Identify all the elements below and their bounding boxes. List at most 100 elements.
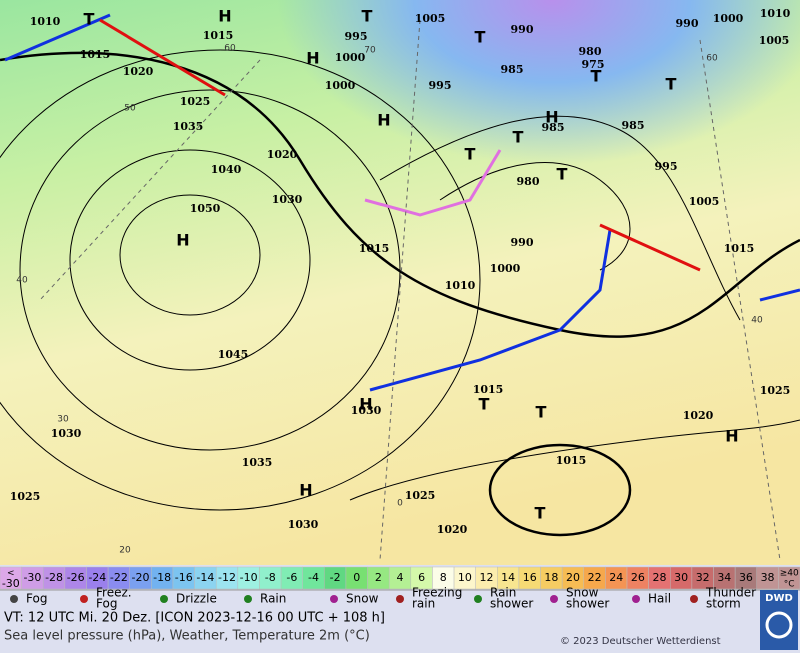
isobar-label: 995: [429, 79, 452, 92]
isobar-label: 1020: [267, 148, 298, 161]
weather-icon: [80, 595, 88, 603]
isobar-label: 995: [655, 160, 678, 173]
scale-label: 26: [631, 571, 645, 584]
scale-label: 14: [501, 571, 515, 584]
isobar-label: 990: [676, 17, 699, 30]
weather-label: Freezing: [412, 586, 462, 600]
scale-label: -22: [110, 571, 128, 584]
isobar-label: 990: [511, 236, 534, 249]
logo: DWD: [765, 593, 793, 604]
grid-label: 60: [706, 54, 718, 64]
scale-label: 16: [523, 571, 537, 584]
scale-label: -18: [153, 571, 171, 584]
weather-icon: [690, 595, 698, 603]
isobar-label: 1000: [325, 79, 356, 92]
scale-label: 2: [375, 571, 382, 584]
weather-label: Thunder: [705, 586, 756, 600]
description: Sea level pressure (hPa), Weather, Tempe…: [4, 629, 370, 644]
isobar-label: 995: [345, 30, 368, 43]
isobar-label: 1015: [556, 454, 587, 467]
pressure-center: H: [306, 49, 319, 68]
weather-label: Fog: [96, 597, 117, 611]
weather-label: Rain: [260, 592, 286, 606]
scale-label: -4: [308, 571, 319, 584]
grid-label: 70: [364, 46, 376, 56]
grid-label: 40: [751, 316, 763, 326]
isobar-label: 1030: [272, 193, 303, 206]
scale-label: 38: [761, 571, 775, 584]
weather-icon: [474, 595, 482, 603]
grid-label: 0: [397, 499, 403, 509]
weather-label: Snow: [566, 586, 599, 600]
isobar-label: 1020: [123, 65, 154, 78]
scale-label: -28: [45, 571, 63, 584]
weather-label: Hail: [648, 592, 671, 606]
scale-label: 6: [418, 571, 425, 584]
pressure-center: T: [666, 75, 677, 94]
grid-label: 20: [119, 546, 131, 556]
pressure-center: H: [377, 111, 390, 130]
isobar-label: 1030: [288, 518, 319, 531]
weather-label: rain: [412, 597, 435, 611]
isobar-label: 1025: [180, 95, 211, 108]
pressure-center: T: [84, 10, 95, 29]
pressure-center: H: [218, 7, 231, 26]
pressure-center: T: [557, 165, 568, 184]
isobar-label: 1005: [689, 195, 720, 208]
scale-label: 22: [588, 571, 602, 584]
scale-label: -20: [132, 571, 150, 584]
scale-label: °C: [784, 580, 795, 590]
isobar-label: 985: [622, 119, 645, 132]
pressure-center: H: [176, 231, 189, 250]
isobar-label: 1035: [173, 120, 204, 133]
scale-label: 0: [353, 571, 360, 584]
pressure-center: H: [725, 427, 738, 446]
weather-icon: [330, 595, 338, 603]
weather-label: Drizzle: [176, 592, 217, 606]
isobar-label: 1005: [759, 34, 790, 47]
scale-label: 8: [440, 571, 447, 584]
scale-label: -12: [218, 571, 236, 584]
isobar-label: 1020: [683, 409, 714, 422]
isobar-label: 1005: [415, 12, 446, 25]
isobar-label: 1015: [359, 242, 390, 255]
isobar-label: 1040: [211, 163, 242, 176]
pressure-center: T: [536, 403, 547, 422]
scale-label: 4: [397, 571, 404, 584]
scale-label: -2: [330, 571, 341, 584]
scale-label: -24: [88, 571, 106, 584]
grid-label: 50: [124, 104, 136, 114]
isobar-label: 1010: [760, 7, 791, 20]
isobar-label: 1015: [473, 383, 504, 396]
weather-icon: [632, 595, 640, 603]
isobar-label: 1035: [242, 456, 273, 469]
valid-time: VT: 12 UTC Mi. 20 Dez. [ICON 2023-12-16 …: [4, 611, 385, 626]
pressure-center: T: [591, 67, 602, 86]
weather-icon: [396, 595, 404, 603]
isobar-label: 1030: [351, 404, 382, 417]
scale-label: -16: [175, 571, 193, 584]
pressure-center: T: [535, 504, 546, 523]
weather-label: shower: [490, 597, 533, 611]
weather-icon: [160, 595, 168, 603]
scale-label: 24: [609, 571, 623, 584]
grid-label: 30: [57, 415, 69, 425]
isobar-label: 990: [511, 23, 534, 36]
scale-label: -30: [23, 571, 41, 584]
copyright: © 2023 Deutscher Wetterdienst: [560, 636, 721, 647]
isobar-label: 1015: [80, 48, 111, 61]
isobar-label: 980: [579, 45, 602, 58]
scale-label: <: [7, 569, 15, 579]
weather-label: shower: [566, 597, 609, 611]
isobar-label: 1050: [190, 202, 221, 215]
isobar-label: 1015: [203, 29, 234, 42]
isobar-label: 1000: [335, 51, 366, 64]
scale-label: 34: [717, 571, 731, 584]
pressure-center: T: [513, 128, 524, 147]
scale-label: 12: [479, 571, 493, 584]
scale-label: -14: [196, 571, 214, 584]
isobar-label: 1025: [10, 490, 41, 503]
weather-label: Fog: [26, 592, 47, 606]
isobar-label: 1010: [30, 15, 61, 28]
